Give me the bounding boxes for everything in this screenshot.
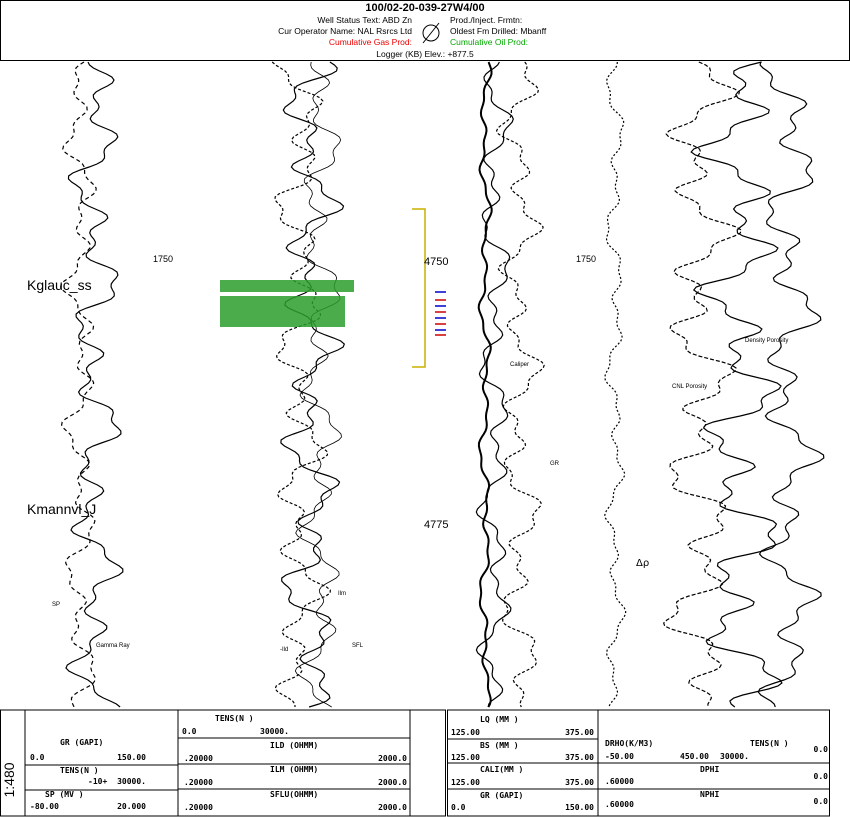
scale-text: .20000 bbox=[184, 778, 213, 787]
scale-text: 0.0 bbox=[814, 745, 829, 754]
curve-label: Gamma Ray bbox=[96, 643, 130, 649]
scale-text: LQ (MM ) bbox=[480, 715, 519, 724]
scale-text: ILD (OHMM) bbox=[270, 741, 318, 750]
scale: 1:480 bbox=[1, 762, 17, 797]
scale-text: 125.00 bbox=[451, 753, 480, 762]
depth-label: 4750 bbox=[424, 256, 448, 268]
scale-text: BS (MM ) bbox=[480, 741, 519, 750]
scale-text: -10+ bbox=[88, 777, 107, 786]
oil-prod: Cumulative Oil Prod: bbox=[450, 37, 528, 47]
scale-text: 30000. bbox=[260, 727, 289, 736]
scale-text: 150.00 bbox=[565, 803, 594, 812]
scale-text: 450.00 bbox=[680, 752, 709, 761]
depth-label: 1750 bbox=[153, 254, 173, 264]
scale-text: -50.00 bbox=[605, 752, 634, 761]
perf-ticks bbox=[435, 291, 446, 336]
depth-label: 4775 bbox=[424, 519, 448, 531]
log-curve bbox=[477, 61, 493, 708]
scale-text: ILM (OHMM) bbox=[270, 765, 318, 774]
scale-text: 0.0 bbox=[30, 753, 45, 762]
log-curve bbox=[757, 61, 825, 708]
track-header bbox=[0, 709, 446, 817]
header-dividers bbox=[24, 710, 830, 816]
scale-text: .20000 bbox=[184, 803, 213, 812]
scale-text: 0.0 bbox=[451, 803, 466, 812]
prod-frmtn: Prod./Inject. Frmtn: bbox=[450, 15, 522, 25]
scale-text: 375.00 bbox=[565, 778, 594, 787]
log-curve bbox=[690, 61, 783, 708]
curve-label: CNL Porosity bbox=[672, 384, 707, 390]
scale-text: GR (GAPI) bbox=[480, 791, 523, 800]
formation-top: Kglauc_ss bbox=[27, 277, 92, 293]
scale-text: -80.00 bbox=[30, 802, 59, 811]
log-curve bbox=[280, 61, 346, 708]
scale-text: 2000.0 bbox=[378, 754, 407, 763]
scale-text: DRHO(K/M3) bbox=[605, 739, 653, 748]
depth-label: 1750 bbox=[576, 254, 596, 264]
curve-label: Caliper bbox=[510, 362, 529, 368]
scale-text: 0.0 bbox=[182, 727, 197, 736]
scale-text: CALI(MM ) bbox=[480, 765, 523, 774]
pay-zone bbox=[220, 296, 345, 327]
scale-text: NPHI bbox=[700, 790, 719, 799]
log-curve bbox=[495, 61, 545, 708]
status-symbol bbox=[422, 24, 440, 42]
scale-text: 0.0 bbox=[814, 772, 829, 781]
scale-text: 375.00 bbox=[565, 728, 594, 737]
scale-text: GR (GAPI) bbox=[60, 738, 103, 747]
curve-label: -Ild bbox=[280, 647, 288, 653]
curve-label: Δρ bbox=[636, 558, 649, 569]
scale-text: 150.00 bbox=[117, 753, 146, 762]
scale-text: 2000.0 bbox=[378, 778, 407, 787]
header-box bbox=[0, 0, 850, 61]
scale-text: 125.00 bbox=[451, 778, 480, 787]
scale-text: TENS(N ) bbox=[750, 739, 789, 748]
curve-label: Density Porosity bbox=[745, 338, 788, 344]
log-curve bbox=[59, 61, 97, 708]
scale-text: 0.0 bbox=[814, 797, 829, 806]
curve-label: Ilm bbox=[338, 591, 346, 597]
log-curve bbox=[294, 61, 342, 708]
scale-text: TENS(N ) bbox=[215, 714, 254, 723]
scale-text: 30000. bbox=[720, 752, 749, 761]
formation-top: Kmannvl_J bbox=[27, 501, 96, 517]
oldest-fm: Oldest Fm Drilled: Mbanff bbox=[450, 26, 547, 36]
log-curve bbox=[65, 61, 124, 708]
pay-zone bbox=[220, 280, 354, 292]
scale-text: SP (MV ) bbox=[45, 790, 84, 799]
curve-label: GR bbox=[550, 461, 560, 467]
well-status: Well Status Text: ABD Zn bbox=[317, 15, 412, 25]
interval-bracket bbox=[412, 208, 426, 368]
gas-prod: Cumulative Gas Prod: bbox=[329, 37, 412, 47]
scale-text: 20.000 bbox=[117, 802, 146, 811]
scale-text: .60000 bbox=[605, 800, 634, 809]
scale-text: 375.00 bbox=[565, 753, 594, 762]
log-curve bbox=[604, 61, 627, 708]
scale-text: .20000 bbox=[184, 754, 213, 763]
curve-label: SP bbox=[52, 602, 60, 608]
scale-text: 2000.0 bbox=[378, 803, 407, 812]
scale-text: 125.00 bbox=[451, 728, 480, 737]
scale-text: DPHI bbox=[700, 765, 719, 774]
log-curve bbox=[475, 61, 514, 708]
log-curve bbox=[271, 61, 331, 708]
status-symbol bbox=[422, 22, 440, 44]
scale-text: TENS(N ) bbox=[60, 766, 99, 775]
curve-label: SFL bbox=[352, 643, 364, 649]
log-curves bbox=[59, 61, 825, 708]
scale-text: SFLU(OHMM) bbox=[270, 790, 318, 799]
scale-text: .60000 bbox=[605, 777, 634, 786]
scale-text: 30000. bbox=[117, 777, 146, 786]
elevation: Logger (KB) Elev.: +877.5 bbox=[376, 49, 474, 59]
well-id: 100/02-20-039-27W4/00 bbox=[365, 2, 484, 14]
operator: Cur Operator Name: NAL Rsrcs Ltd bbox=[278, 26, 412, 36]
